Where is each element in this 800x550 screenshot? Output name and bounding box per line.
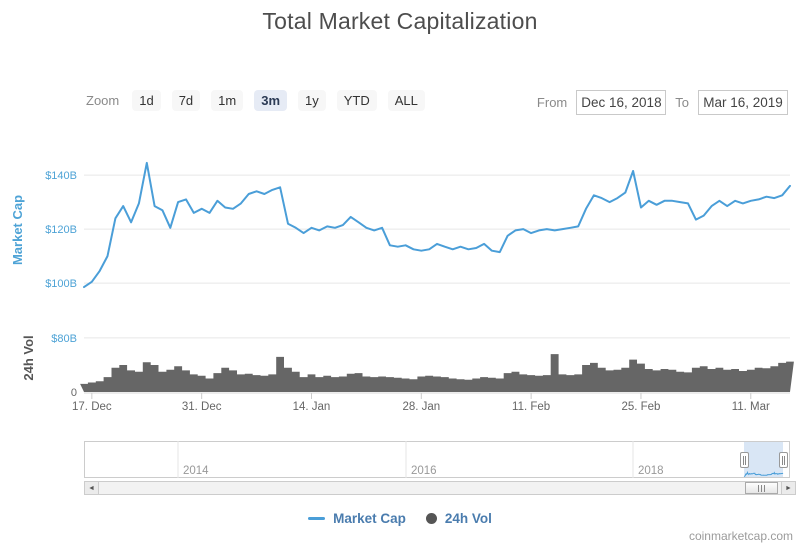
- navigator-year-label: 2014: [183, 465, 209, 477]
- scrollbar-thumb[interactable]: [745, 482, 778, 494]
- y-axis-tick-label: $100B: [45, 278, 77, 290]
- handle-grip-icon: [743, 455, 744, 465]
- zoom-button-ytd[interactable]: YTD: [336, 90, 377, 111]
- x-axis-tick-label: 17. Dec: [72, 401, 112, 413]
- navigator-right-handle[interactable]: [779, 452, 788, 468]
- legend-item-market-cap[interactable]: Market Cap: [308, 511, 406, 526]
- vol-axis-tick-label: 0: [71, 387, 77, 399]
- right-arrow-icon: ►: [785, 484, 792, 492]
- x-axis-tick-label: 14. Jan: [293, 401, 331, 413]
- zoom-button-3m[interactable]: 3m: [254, 90, 288, 111]
- zoom-button-7d[interactable]: 7d: [171, 90, 201, 111]
- x-axis-tick-label: 11. Feb: [512, 401, 550, 413]
- legend-item-24h-vol[interactable]: 24h Vol: [425, 511, 492, 526]
- navigator-mini-series: [743, 470, 784, 477]
- chart-legend: Market Cap 24h Vol: [0, 511, 800, 526]
- navigator-year-label: 2016: [411, 465, 437, 477]
- navigator-outline: [84, 441, 790, 478]
- x-axis-tick-label: 11. Mar: [732, 401, 770, 413]
- thumb-grip-icon: [761, 484, 762, 492]
- from-date-input[interactable]: [576, 90, 667, 115]
- volume-area-series: [80, 354, 794, 392]
- page-title: Total Market Capitalization: [262, 8, 538, 34]
- date-range-group: From To: [537, 90, 788, 115]
- x-axis-tick-label: 31. Dec: [182, 401, 222, 413]
- navigator-left-handle[interactable]: [740, 452, 749, 468]
- y-axis-tick-label: $140B: [45, 170, 77, 182]
- y-axis-tick-label: $120B: [45, 224, 77, 236]
- watermark: coinmarketcap.com: [688, 529, 793, 543]
- volume-axis-title: 24h Vol: [21, 335, 36, 380]
- navigator-selected-range[interactable]: [744, 442, 783, 477]
- legend-label: 24h Vol: [444, 511, 492, 526]
- x-axis-tick-label: 25. Feb: [621, 401, 660, 413]
- navigator-year-label: 2018: [638, 465, 664, 477]
- from-label: From: [536, 95, 568, 110]
- scrollbar-right-arrow[interactable]: ►: [781, 481, 796, 495]
- to-label: To: [675, 95, 689, 110]
- zoom-button-all[interactable]: ALL: [387, 90, 425, 111]
- to-date-input[interactable]: [698, 90, 788, 115]
- vol-axis-tick-label: $80B: [51, 333, 77, 345]
- chart-controls: Zoom 1d 7d 1m 3m 1y YTD ALL From To: [0, 90, 800, 116]
- market-cap-axis-title: Market Cap: [10, 195, 25, 265]
- x-axis-tick-label: 28. Jan: [402, 401, 440, 413]
- zoom-label: Zoom: [86, 93, 120, 108]
- zoom-button-1m[interactable]: 1m: [211, 90, 244, 111]
- zoom-range-selector: Zoom 1d 7d 1m 3m 1y YTD ALL: [86, 90, 425, 111]
- circle-marker-icon: [425, 513, 437, 524]
- market-cap-line-series: [83, 161, 791, 289]
- scrollbar-left-arrow[interactable]: ◄: [84, 481, 99, 495]
- scrollbar-track[interactable]: [84, 481, 796, 495]
- legend-label: Market Cap: [333, 511, 406, 526]
- handle-grip-icon: [782, 455, 783, 465]
- zoom-button-1y[interactable]: 1y: [298, 90, 326, 111]
- line-marker-icon: [308, 517, 326, 520]
- zoom-button-1d[interactable]: 1d: [132, 90, 161, 111]
- left-arrow-icon: ◄: [88, 484, 95, 492]
